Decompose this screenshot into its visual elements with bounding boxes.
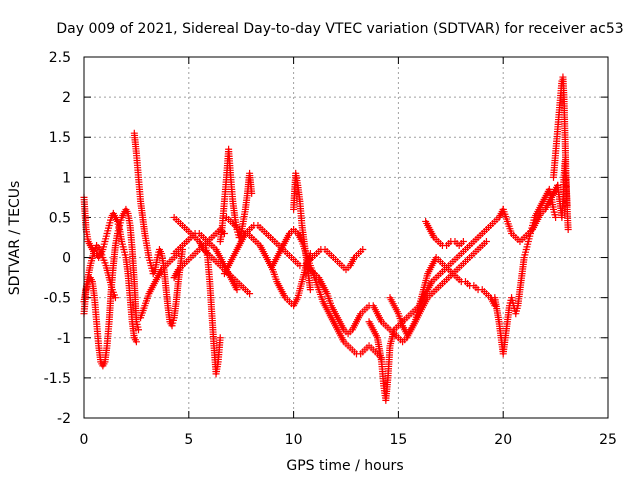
data-points — [80, 73, 572, 404]
data-point — [552, 213, 560, 221]
y-tick-label: -2 — [57, 411, 71, 427]
y-tick-label: 2 — [62, 90, 71, 106]
y-tick-label: -0.5 — [44, 291, 71, 307]
x-tick-label: 10 — [285, 432, 303, 448]
data-point — [134, 326, 142, 334]
y-tick-label: 2.5 — [49, 50, 71, 66]
y-tick-label: 0.5 — [49, 210, 71, 226]
data-point — [482, 238, 490, 246]
x-tick-label: 25 — [599, 432, 617, 448]
data-point — [359, 246, 367, 254]
y-tick-label: -1.5 — [44, 371, 71, 387]
y-tick-label: 0 — [62, 251, 71, 267]
data-point — [306, 286, 314, 294]
x-tick-label: 0 — [80, 432, 89, 448]
x-tick-label: 20 — [494, 432, 512, 448]
tick-labels: 0 5 10 15 20 25 -2 -1.5 -1 -0.5 0 0.5 1 1.5 2 2.5 — [44, 50, 617, 448]
y-tick-label: -1 — [57, 331, 71, 347]
data-point — [111, 294, 119, 302]
data-point — [564, 225, 572, 233]
y-axis-label: SDTVAR / TECUs — [7, 181, 23, 296]
y-tick-label: 1.5 — [49, 130, 71, 146]
data-point — [233, 286, 241, 294]
data-point — [132, 338, 140, 346]
plot-frame — [83, 56, 609, 419]
chart-title: Day 009 of 2021, Sidereal Day-to-day VTE… — [56, 21, 623, 37]
x-tick-label: 5 — [184, 432, 193, 448]
data-point — [563, 201, 571, 209]
x-tick-label: 15 — [389, 432, 407, 448]
data-point — [248, 189, 256, 197]
x-axis-label: GPS time / hours — [286, 458, 403, 474]
data-point — [246, 290, 254, 298]
data-point — [459, 238, 467, 246]
y-tick-label: 1 — [62, 170, 71, 186]
data-point — [216, 334, 224, 342]
